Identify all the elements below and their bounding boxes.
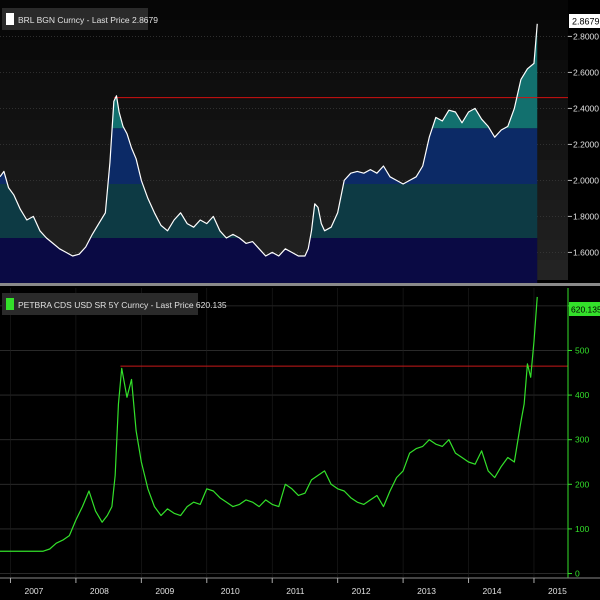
x-tick-label: 2013 [417, 586, 436, 596]
x-tick-label: 2009 [155, 586, 174, 596]
bottom-tick-label: 200 [575, 479, 589, 489]
top-tick-label: 2.4000 [573, 103, 599, 113]
top-last-price-box [569, 14, 600, 28]
bottom-tick-label: 400 [575, 390, 589, 400]
top-band [0, 100, 568, 120]
bottom-series-path [0, 296, 538, 552]
bottom-tick-label: 100 [575, 524, 589, 534]
top-tick-label: 1.6000 [573, 247, 599, 257]
top-series-line [0, 23, 538, 257]
top-tick-label: 1.8000 [573, 211, 599, 221]
top-band [0, 120, 568, 140]
x-tick-label: 2010 [221, 586, 240, 596]
top-band [0, 80, 568, 100]
bottom-y-axis-ticks: 0100200300400500600 [567, 288, 589, 579]
bottom-tick-label: 500 [575, 345, 589, 355]
top-series-path [0, 23, 538, 257]
bottom-legend-text: PETBRA CDS USD SR 5Y Curncy - Last Price… [18, 300, 227, 310]
bottom-series-line [0, 296, 538, 552]
top-band [0, 60, 568, 80]
top-band [0, 40, 568, 60]
x-tick-label: 2012 [352, 586, 371, 596]
top-tick-label: 2.6000 [573, 67, 599, 77]
x-axis: 2007 2008 2009 2010 2011 2012 2013 2014 2015 [0, 577, 600, 600]
top-legend-text: BRL BGN Curncy - Last Price 2.8679 [18, 15, 158, 25]
top-panel: 1.6000 1.8000 2.0000 2.2000 2.4000 2.6000 2.80… [0, 0, 600, 283]
bottom-legend: PETBRA CDS USD SR 5Y Curncy - Last Price… [2, 293, 227, 315]
top-last-price-label: 2.8679 [572, 17, 600, 27]
top-tick-label: 2.8000 [573, 31, 599, 41]
top-legend-box [2, 8, 148, 30]
top-tick-label: 2.2000 [573, 139, 599, 149]
top-legend: BRL BGN Curncy - Last Price 2.8679 [2, 8, 158, 30]
panel-divider [0, 283, 600, 286]
bottom-last-price-box [569, 302, 600, 316]
x-axis-ticks: 2007 2008 2009 2010 2011 2012 2013 2014 2015 [9, 578, 567, 596]
bottom-tick-label: 0 [575, 569, 580, 579]
top-y-axis-ticks: 1.6000 1.8000 2.0000 2.2000 2.4000 2.6000 2.80… [568, 31, 599, 257]
top-last-price-badge: 2.8679 [569, 14, 600, 28]
bottom-gridlines [0, 288, 568, 578]
bottom-legend-swatch [6, 298, 14, 310]
bottom-legend-box [2, 293, 198, 315]
x-tick-label: 2007 [24, 586, 43, 596]
top-tick-label: 2.0000 [573, 175, 599, 185]
bottom-panel: 0100200300400500600 PETBRA CDS USD SR 5Y… [0, 288, 600, 579]
x-tick-label: 2011 [286, 586, 305, 596]
x-axis-background [0, 578, 600, 600]
x-tick-label: 2008 [90, 586, 109, 596]
x-tick-label: 2014 [483, 586, 502, 596]
bottom-last-price-badge: 620.135 [569, 302, 600, 316]
top-legend-swatch [6, 13, 14, 25]
bottom-last-price-label: 620.135 [571, 305, 600, 315]
bottom-tick-label: 300 [575, 435, 589, 445]
x-tick-label: 2015 [548, 586, 567, 596]
